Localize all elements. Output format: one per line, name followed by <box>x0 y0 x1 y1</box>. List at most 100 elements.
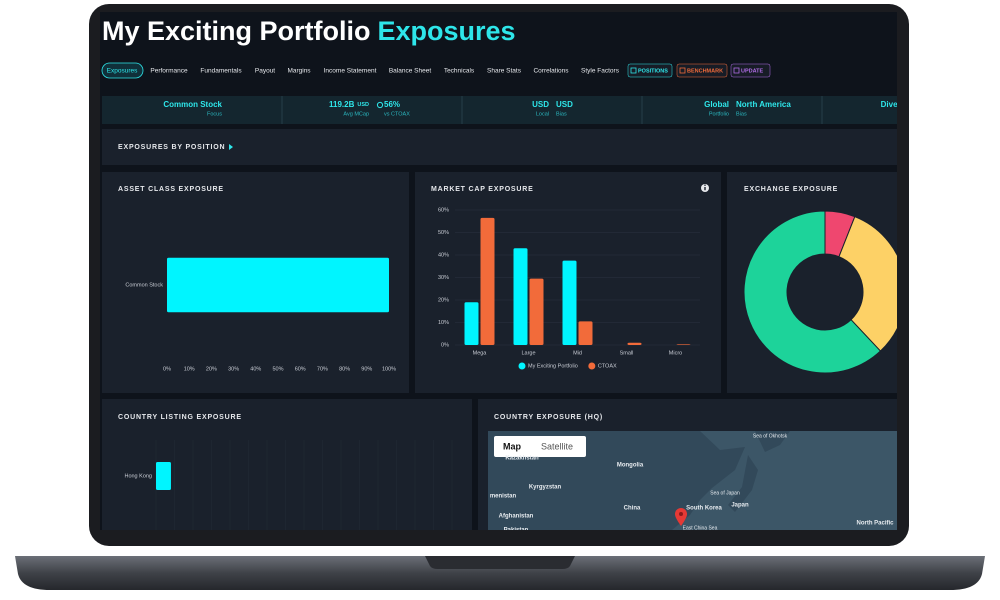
summary-value: USD <box>556 100 573 109</box>
summary-label: vs CTOAX <box>384 111 410 117</box>
legend-swatch <box>518 362 526 370</box>
info-icon-dot <box>704 184 706 186</box>
x-tick-label: Large <box>521 350 535 356</box>
nav-tab[interactable]: Style Factors <box>581 68 620 75</box>
x-tick-label: 10% <box>184 366 195 372</box>
nav-tab[interactable]: Technicals <box>444 68 475 75</box>
laptop-notch <box>425 556 575 569</box>
button-icon <box>630 67 637 74</box>
map-label: Pakistan <box>504 528 529 534</box>
bar <box>480 217 495 345</box>
value-text: USD <box>556 100 573 109</box>
nav-tab[interactable]: Balance Sheet <box>389 68 431 75</box>
y-tick-label: 40% <box>438 252 449 258</box>
x-tick-label: 0% <box>163 366 171 372</box>
x-tick-label: 40% <box>250 366 261 372</box>
value-text: Diversif <box>881 100 911 109</box>
summary-label: Portfolio <box>709 111 729 117</box>
summary-bar <box>102 96 897 124</box>
y-tick-label: Common Stock <box>125 282 163 288</box>
y-tick-label: 30% <box>438 275 449 281</box>
map-label: East China Sea <box>683 525 718 531</box>
x-tick-label: Mid <box>573 350 582 356</box>
map-label: Mongolia <box>617 463 644 469</box>
summary-label: Bias <box>736 111 747 117</box>
legend-label: CTOAX <box>598 363 617 369</box>
bar <box>167 257 389 313</box>
tab-selected-pill <box>101 62 144 79</box>
bar <box>627 342 642 345</box>
button-icon <box>733 67 740 74</box>
map-label: North Pacific <box>856 521 894 527</box>
y-tick-label: 0% <box>441 342 449 348</box>
map-land <box>728 455 758 512</box>
map-label: menistan <box>490 494 517 500</box>
panel-title: ASSET CLASS EXPOSURE <box>118 186 224 193</box>
title-text: My Exciting Portfolio <box>102 16 371 46</box>
map-pin[interactable] <box>675 508 687 526</box>
bar <box>676 344 691 345</box>
nav-tab[interactable]: Correlations <box>533 68 569 75</box>
map-label: South Korea <box>686 506 722 512</box>
info-icon-stem <box>704 187 706 191</box>
bar <box>529 278 544 345</box>
expand-arrow[interactable] <box>229 144 233 150</box>
x-tick-label: 60% <box>295 366 306 372</box>
nav-tab[interactable]: Share Stats <box>487 68 522 75</box>
y-tick-label: 20% <box>438 297 449 303</box>
map-type-button[interactable]: Map <box>503 441 522 451</box>
page-title: My Exciting Portfolio Exposures <box>102 16 516 46</box>
map-label: Kazakhstan <box>505 456 539 462</box>
map-land <box>755 431 790 452</box>
x-tick-label: Mega <box>473 350 488 356</box>
bar <box>464 302 479 345</box>
summary-value: 56% <box>384 100 400 109</box>
donut-segment <box>743 210 882 374</box>
map-label: Sea of Okhotsk <box>753 433 788 439</box>
legend-swatch <box>588 362 596 370</box>
map-toggle <box>494 436 586 457</box>
map-type-button[interactable]: Satellite <box>541 441 573 451</box>
x-tick-label: 100% <box>382 366 396 372</box>
map-label: Afghanistan <box>499 514 534 520</box>
y-tick-label: 50% <box>438 230 449 236</box>
summary-value: Global <box>704 100 729 109</box>
bar <box>156 461 171 491</box>
action-button[interactable] <box>676 63 728 78</box>
nav-tab[interactable]: Payout <box>255 68 275 75</box>
action-button[interactable] <box>730 63 771 78</box>
panel-title: COUNTRY EXPOSURE (HQ) <box>494 414 603 421</box>
summary-label: Focus <box>207 111 222 117</box>
value-unit: USD <box>357 102 369 108</box>
bar <box>562 260 577 345</box>
action-button[interactable] <box>627 63 673 78</box>
y-tick-label: 10% <box>438 320 449 326</box>
bar <box>578 321 593 345</box>
nav-tab[interactable]: Performance <box>150 68 188 75</box>
donut-segment <box>838 216 897 352</box>
x-tick-label: Micro <box>669 350 682 356</box>
nav-tab[interactable]: Exposures <box>107 68 138 75</box>
map-label: Kyrgyzstan <box>529 485 562 491</box>
screen: My Exciting Portfolio Exposures Exposures… <box>100 12 911 534</box>
nav-tab[interactable]: Income Statement <box>324 68 377 75</box>
section-title: EXPOSURES BY POSITION <box>118 144 225 151</box>
bar <box>513 248 528 345</box>
summary-label: Bias <box>556 111 567 117</box>
x-tick-label: 80% <box>339 366 350 372</box>
nav-tab[interactable]: Margins <box>287 68 311 75</box>
summary-value: USD <box>532 100 549 109</box>
button-label: UPDATE <box>741 68 764 74</box>
nav-tab[interactable]: Fundamentals <box>200 68 242 75</box>
compare-icon <box>376 101 384 109</box>
value-text: 56% <box>384 100 400 109</box>
x-tick-label: 50% <box>272 366 283 372</box>
y-tick-label: 60% <box>438 207 449 213</box>
panel-title: MARKET CAP EXPOSURE <box>431 186 534 193</box>
title-highlight: Exposures <box>378 16 516 46</box>
summary-label: Local <box>536 111 549 117</box>
summary-value: North America <box>736 100 791 109</box>
button-label: POSITIONS <box>638 68 668 74</box>
value-text: Global <box>704 100 729 109</box>
x-tick-label: 90% <box>361 366 372 372</box>
